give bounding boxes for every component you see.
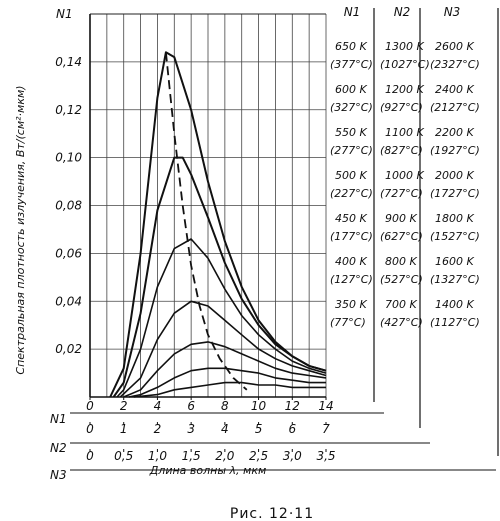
temperature-kelvin: 1800 K bbox=[435, 212, 474, 225]
temperature-kelvin: 600 K bbox=[335, 83, 367, 96]
x-tick-label-N2: 5 bbox=[255, 422, 263, 436]
temperature-kelvin: 1400 K bbox=[435, 298, 474, 311]
temperature-celsius: (1727°C) bbox=[430, 187, 480, 200]
x-tick-label-N2: 2 bbox=[154, 422, 162, 436]
temperature-celsius: (727°C) bbox=[380, 187, 423, 200]
y-tick-label: 0,02 bbox=[55, 342, 82, 356]
x-scale-name-N1: N1 bbox=[50, 412, 67, 426]
y-tick-label: 0,06 bbox=[55, 246, 82, 260]
temperature-celsius: (627°C) bbox=[380, 230, 423, 243]
x-tick-label-N3: 3,5 bbox=[316, 449, 335, 463]
x-tick-label-N3: 0,5 bbox=[114, 449, 133, 463]
temperature-kelvin: 2400 K bbox=[435, 83, 474, 96]
y-tick-label: 0,04 bbox=[55, 294, 82, 308]
temperature-table: N1 N2 N3 650 K (377°C) 1300 K (1027°C) 2600 K (2… bbox=[330, 5, 499, 456]
temperature-celsius: (77°C) bbox=[330, 316, 366, 329]
x-tick-label-N1: 2 bbox=[120, 399, 128, 413]
y-tick-label: 0,10 bbox=[55, 151, 82, 165]
x-axis-title: Длина волны λ, мкм bbox=[149, 464, 267, 477]
series-line-4 bbox=[119, 300, 327, 398]
x-scale-name-N2: N2 bbox=[50, 441, 67, 455]
x-tick-label-N3: 2,5 bbox=[249, 449, 268, 463]
temperature-kelvin: 1600 K bbox=[435, 255, 474, 268]
x-tick-label-N3: 1,5 bbox=[182, 449, 201, 463]
series-line-6 bbox=[128, 367, 326, 398]
temperature-kelvin: 400 K bbox=[335, 255, 367, 268]
temperature-celsius: (827°C) bbox=[380, 144, 423, 157]
temperature-celsius: (927°C) bbox=[380, 101, 423, 114]
temperature-kelvin: 1100 K bbox=[385, 126, 424, 139]
plot-grid bbox=[90, 14, 327, 397]
temperature-kelvin: 450 K bbox=[335, 212, 367, 225]
temperature-celsius: (227°C) bbox=[330, 187, 373, 200]
x-tick-label-N1: 6 bbox=[187, 399, 195, 413]
table-header-N1: N1 bbox=[344, 5, 361, 19]
y-tick-label: 0,08 bbox=[55, 199, 82, 213]
y-axis-name: N1 bbox=[56, 7, 73, 21]
temperature-kelvin: 650 K bbox=[335, 40, 367, 53]
temperature-celsius: (177°C) bbox=[330, 230, 373, 243]
temperature-celsius: (1527°C) bbox=[430, 230, 480, 243]
temperature-kelvin: 2000 K bbox=[435, 169, 474, 182]
temperature-celsius: (327°C) bbox=[330, 101, 373, 114]
spectral-curves bbox=[109, 51, 327, 398]
x-tick-label-N1: 12 bbox=[285, 399, 300, 413]
temperature-kelvin: 900 K bbox=[385, 212, 417, 225]
temperature-kelvin: 1200 K bbox=[385, 83, 424, 96]
table-header-N3: N3 bbox=[444, 5, 461, 19]
y-tick-label: 0,12 bbox=[55, 103, 82, 117]
temperature-kelvin: 1000 K bbox=[385, 169, 424, 182]
temperature-celsius: (527°C) bbox=[380, 273, 423, 286]
x-tick-label-N2: 1 bbox=[120, 422, 128, 436]
x-tick-label-N1: 14 bbox=[318, 399, 333, 413]
series-line-5 bbox=[123, 341, 327, 398]
temperature-celsius: (2327°C) bbox=[430, 58, 480, 71]
temperature-kelvin: 2600 K bbox=[435, 40, 474, 53]
x-tick-label-N3: 3,0 bbox=[283, 449, 302, 463]
figure-caption: Рис. 12·11 bbox=[230, 506, 314, 521]
temperature-kelvin: 800 K bbox=[385, 255, 417, 268]
series-line-3 bbox=[116, 238, 327, 398]
table-header-N2: N2 bbox=[394, 5, 411, 19]
temperature-celsius: (427°C) bbox=[380, 316, 423, 329]
x-tick-label-N1: 4 bbox=[154, 399, 162, 413]
x-tick-label-N2: 4 bbox=[221, 422, 229, 436]
peak-locus-dashed-line bbox=[165, 52, 248, 391]
x-tick-label-N3: 2,0 bbox=[215, 449, 234, 463]
y-tick-label: 0,14 bbox=[55, 55, 82, 69]
temperature-celsius: (377°C) bbox=[330, 58, 373, 71]
y-axis-title: Спектральная плотность излучения, Вт/(см… bbox=[14, 85, 27, 374]
temperature-celsius: (277°C) bbox=[330, 144, 373, 157]
y-tick-labels: 0,02 0,04 0,06 0,08 0,10 0,12 0,14 bbox=[55, 55, 82, 356]
series-line-7 bbox=[133, 381, 326, 398]
x-tick-label-N1: 8 bbox=[221, 399, 229, 413]
temperature-celsius: (1027°C) bbox=[380, 58, 430, 71]
temperature-kelvin: 700 K bbox=[385, 298, 417, 311]
x-tick-label-N1: 10 bbox=[251, 399, 267, 413]
x-tick-label-N1: 0 bbox=[86, 399, 94, 413]
temperature-celsius: (127°C) bbox=[330, 273, 373, 286]
x-tick-label-N2: 3 bbox=[187, 422, 195, 436]
x-tick-label-N2: 0 bbox=[86, 422, 94, 436]
temperature-kelvin: 350 K bbox=[335, 298, 367, 311]
x-tick-label-N2: 7 bbox=[322, 422, 330, 436]
temperature-celsius: (1327°C) bbox=[430, 273, 480, 286]
temperature-celsius: (1127°C) bbox=[430, 316, 480, 329]
series-line-2 bbox=[112, 156, 327, 398]
temperature-kelvin: 500 K bbox=[335, 169, 367, 182]
x-tick-label-N3: 1,0 bbox=[148, 449, 167, 463]
temperature-kelvin: 550 K bbox=[335, 126, 367, 139]
plot-axes bbox=[89, 13, 326, 398]
temperature-kelvin: 1300 K bbox=[385, 40, 424, 53]
temperature-kelvin: 2200 K bbox=[435, 126, 474, 139]
x-tick-label-N3: 0 bbox=[86, 449, 94, 463]
x-tick-label-N2: 6 bbox=[288, 422, 296, 436]
temperature-celsius: (1927°C) bbox=[430, 144, 480, 157]
x-scale-name-N3: N3 bbox=[50, 468, 67, 482]
temperature-celsius: (2127°C) bbox=[430, 101, 480, 114]
